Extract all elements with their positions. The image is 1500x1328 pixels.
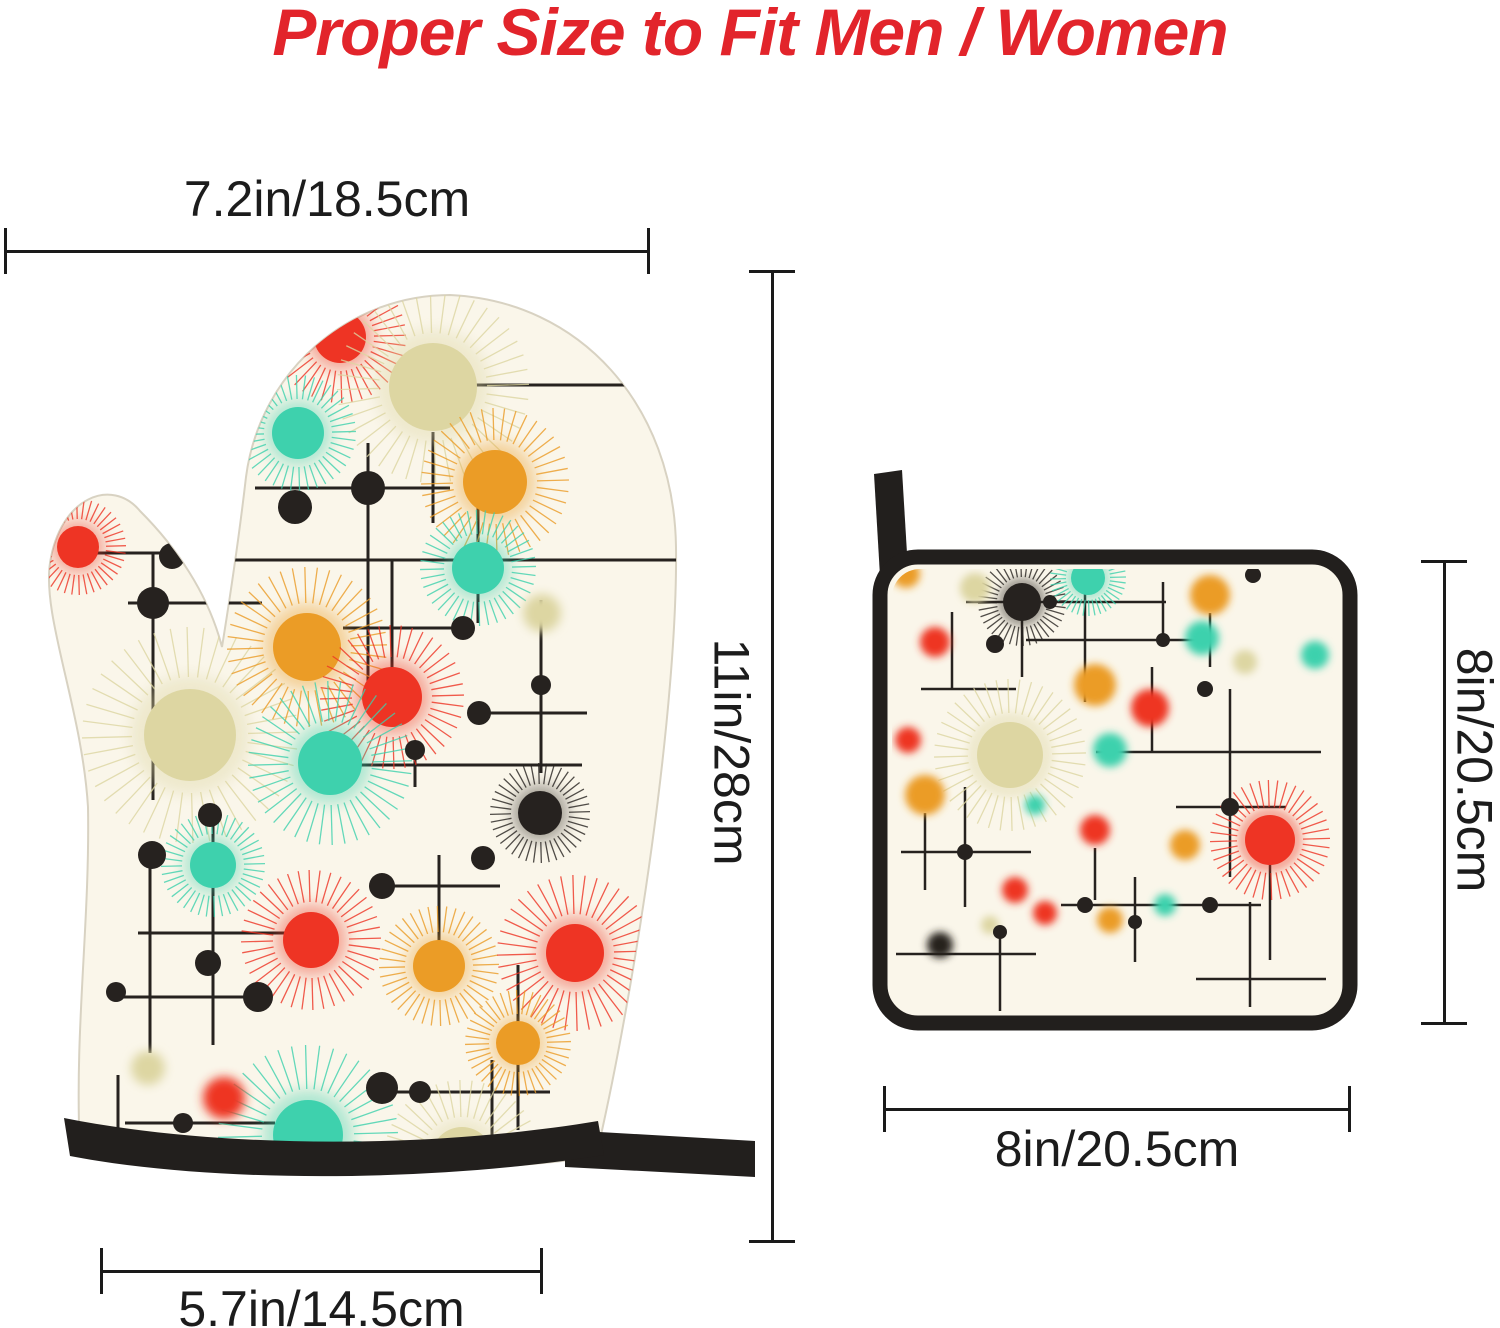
mitt-cuff-dimension-line bbox=[100, 1248, 543, 1294]
pot-holder-image bbox=[872, 470, 1358, 1031]
mitt-height-label: 11in/28cm bbox=[703, 638, 760, 866]
pot-height-dimension-line bbox=[1421, 560, 1467, 1025]
pot-width-dimension-line bbox=[883, 1086, 1351, 1132]
pot-holder-fabric bbox=[872, 549, 1358, 1031]
page-title: Proper Size to Fit Men / Women bbox=[272, 0, 1228, 69]
mitt-cuff-label: 5.7in/14.5cm bbox=[178, 1281, 465, 1328]
mitt-hanging-strap bbox=[565, 1130, 755, 1177]
mitt-height-dimension-line bbox=[749, 270, 795, 1243]
pot-holder-atomic-pattern bbox=[892, 569, 1330, 1011]
mitt-width-label: 7.2in/18.5cm bbox=[183, 171, 471, 227]
mitt-width-dimension-line bbox=[4, 228, 650, 274]
pot-width-label: 8in/20.5cm bbox=[994, 1121, 1240, 1177]
oven-mitt-image bbox=[48, 293, 755, 1177]
pot-height-label: 8in/20.5cm bbox=[1446, 647, 1500, 893]
pot-holder-hanging-loop bbox=[874, 470, 908, 576]
mitt-hem-band bbox=[64, 1118, 604, 1177]
